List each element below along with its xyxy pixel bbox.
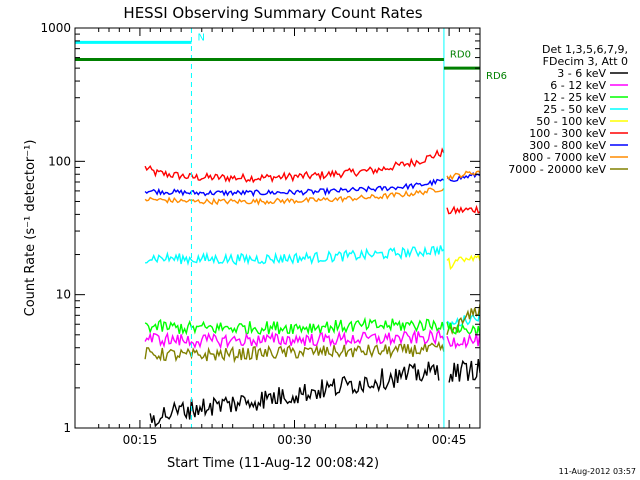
flag-label-n: N [197,32,204,43]
series-12-25-keV-kev [144,316,480,338]
legend-header: Det 1,3,5,6,7,9, [542,43,628,56]
series-layer [144,147,480,428]
series-line-segment [144,340,445,364]
x-axis-label: Start Time (11-Aug-12 00:08:42) [167,456,379,471]
series-7000-20000-keV-kev [144,303,480,364]
legend-entry-label: 7000 - 20000 keV [508,163,606,176]
x-tick-label: 00:30 [277,433,312,447]
series-line-segment [145,245,445,266]
series-3-6-keV-kev [149,359,480,428]
series-line-segment [144,187,445,206]
series-6-12-keV-kev [144,328,480,350]
legend-entry-label: 3 - 6 keV [557,67,606,80]
series-100-300-keV-kev [144,147,480,215]
legend-entry-label: 300 - 800 keV [529,139,606,152]
legend-entry-label: 25 - 50 keV [543,103,606,116]
y-tick-label: 1000 [40,21,71,35]
series-line-segment [144,147,445,184]
flag-bars-layer: N RD0 RD6 [75,32,507,82]
series-line-segment [144,328,445,350]
legend-entry-label: 800 - 7000 keV [522,151,606,164]
x-tick-label: 00:15 [123,433,158,447]
legend: Det 1,3,5,6,7,9,FDecim 3, Att 03 - 6 keV… [508,43,628,176]
y-axis: 1 10 100 1000 [40,21,480,435]
markers-layer [190,28,445,428]
plot-frame [74,27,481,429]
series-line-segment [149,361,440,428]
x-tick-label: 00:45 [432,433,467,447]
y-tick-label: 1 [63,421,71,435]
series-25-50-keV-kev [145,245,480,330]
legend-entry-label: 100 - 300 keV [529,127,606,140]
series-line-segment [144,316,445,336]
series-line-segment [144,178,445,198]
legend-entry-label: 12 - 25 keV [543,91,606,104]
series-300-800-keV-kev [144,171,480,198]
flag-label-rd0: RD0 [450,50,471,61]
series-800-7000-keV-kev [144,170,480,206]
plot-timestamp: 11-Aug-2012 03:57 [559,467,636,476]
y-axis-label: Count Rate (s⁻¹ detector⁻¹) [23,140,38,317]
y-tick-label: 100 [48,154,71,168]
legend-entry-label: 50 - 100 keV [536,115,606,128]
chart-title: HESSI Observing Summary Count Rates [123,4,422,22]
legend-entry-label: 6 - 12 keV [550,79,606,92]
flag-label-rd6: RD6 [486,71,507,82]
y-tick-label: 10 [56,288,71,302]
legend-header: FDecim 3, Att 0 [543,55,628,68]
x-axis: 00:15 00:30 00:45 [98,28,481,447]
